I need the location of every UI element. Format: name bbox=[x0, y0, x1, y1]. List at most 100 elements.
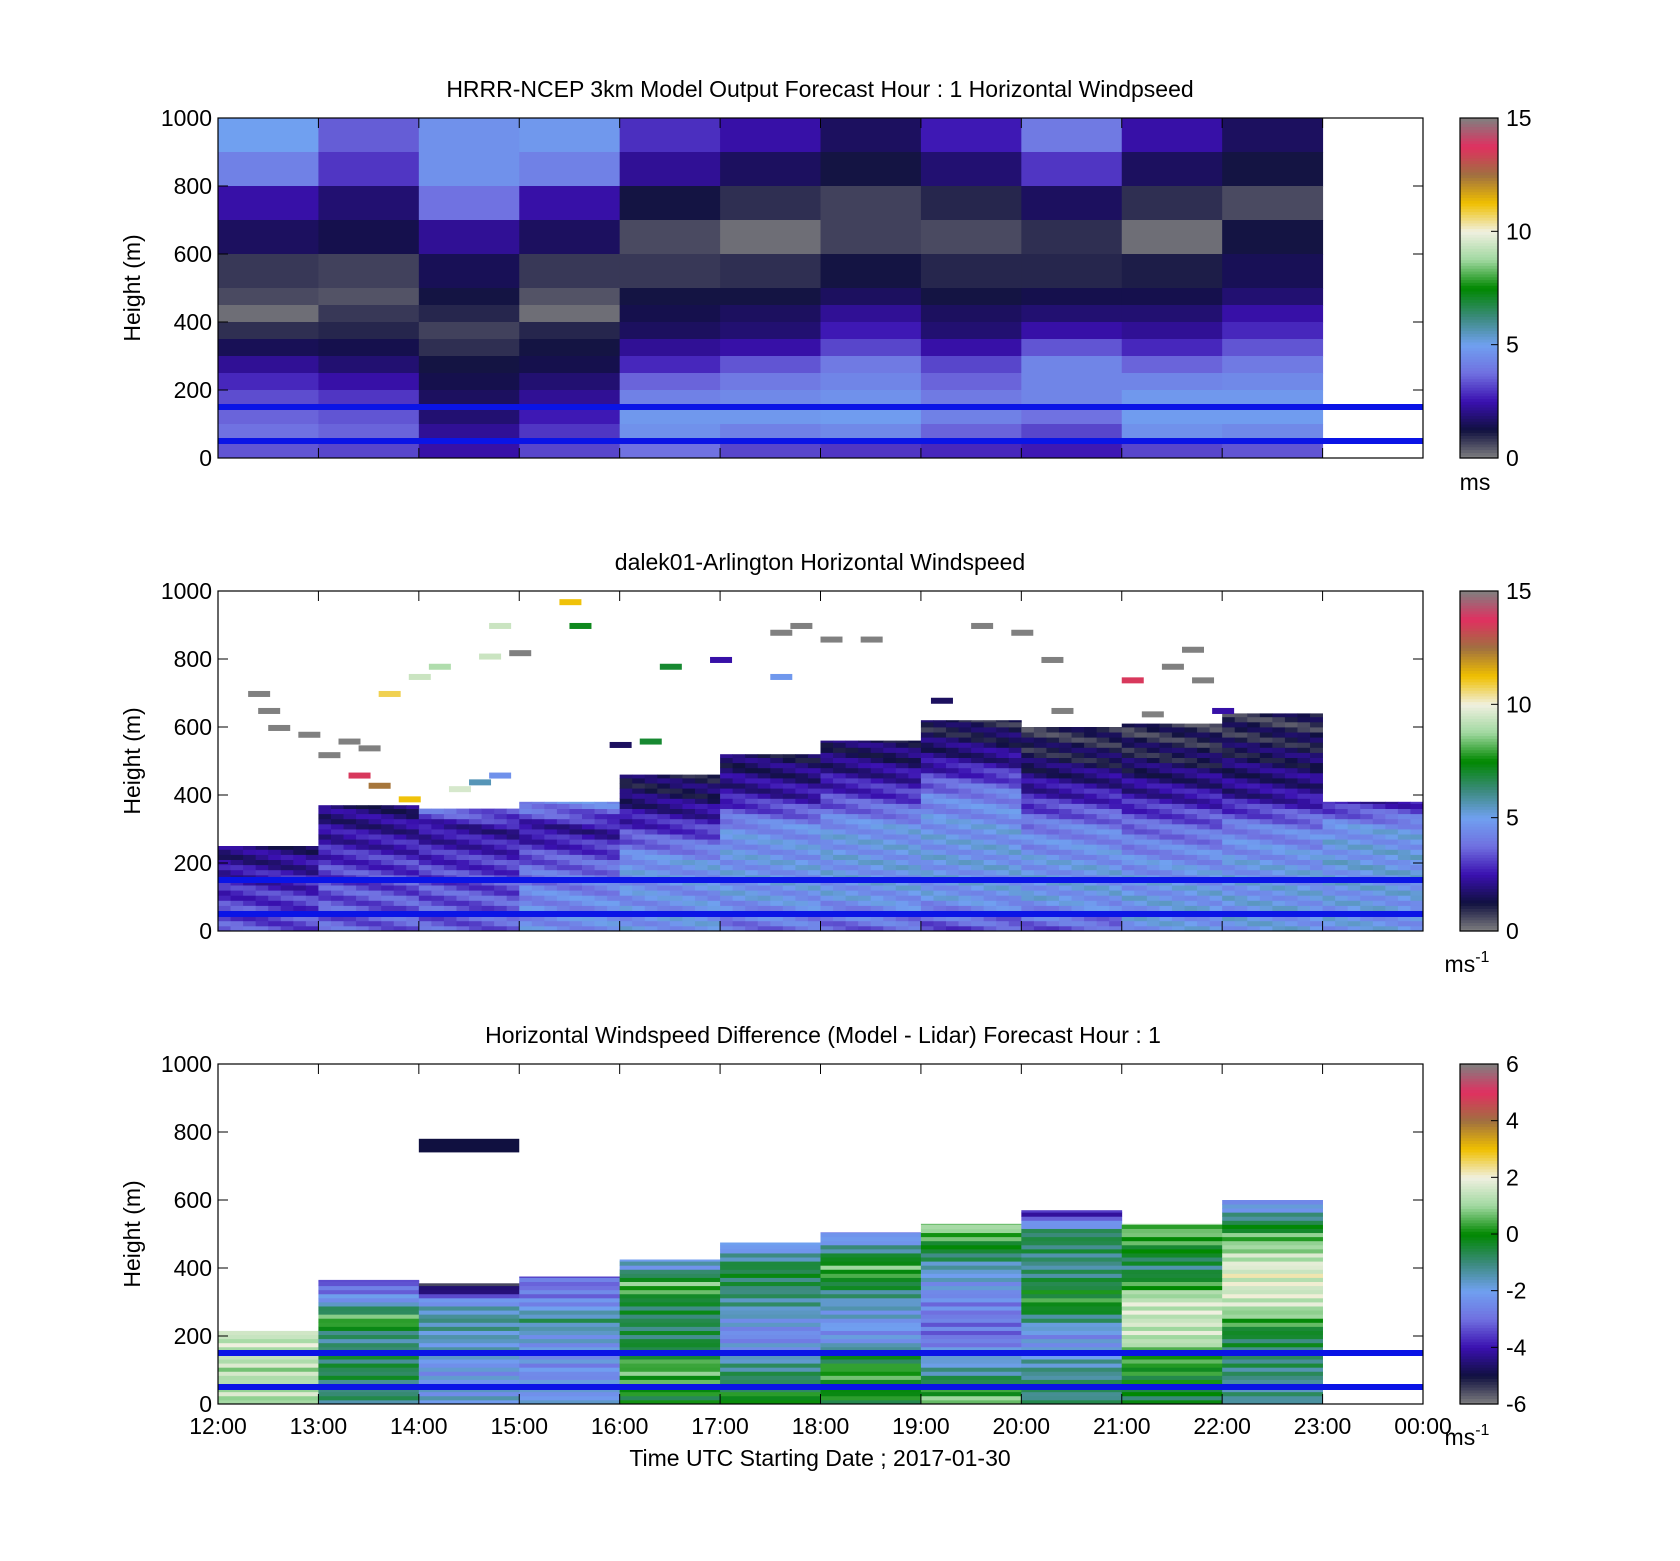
panel-difference: Horizontal Windspeed Difference (Model -… bbox=[119, 1022, 1527, 1471]
heatmap-cell bbox=[1021, 767, 1035, 774]
heatmap-cell bbox=[669, 895, 683, 901]
heatmap-cell bbox=[1008, 727, 1022, 733]
heatmap-cell bbox=[1259, 767, 1273, 774]
heatmap-cell bbox=[1209, 849, 1223, 855]
heatmap-cell bbox=[418, 834, 432, 840]
heatmap-cell bbox=[644, 895, 658, 901]
heatmap-cell bbox=[958, 925, 972, 931]
colorbar-segment bbox=[1460, 622, 1498, 626]
heatmap-cell bbox=[381, 823, 395, 830]
heatmap-cell bbox=[820, 1363, 922, 1368]
colorbar-segment bbox=[1460, 1092, 1498, 1096]
heatmap-cell bbox=[858, 762, 872, 769]
heatmap-cell bbox=[1209, 798, 1223, 804]
heatmap-cell bbox=[694, 793, 708, 799]
heatmap-cell bbox=[757, 757, 771, 764]
heatmap-cell bbox=[920, 1399, 1022, 1404]
heatmap-cell bbox=[556, 895, 570, 901]
heatmap-cell bbox=[971, 720, 985, 723]
heatmap-cell bbox=[607, 844, 621, 850]
heatmap-cell bbox=[694, 813, 708, 820]
scattered-return bbox=[448, 786, 471, 793]
heatmap-cell bbox=[1021, 1216, 1123, 1221]
heatmap-cell bbox=[531, 844, 545, 850]
colorbar-segment bbox=[1460, 1146, 1498, 1150]
heatmap-cell bbox=[443, 813, 457, 820]
heatmap-cell bbox=[1259, 920, 1273, 927]
heatmap-cell bbox=[218, 407, 319, 425]
colorbar-segment bbox=[1460, 1358, 1498, 1363]
heatmap-cell bbox=[858, 788, 872, 794]
heatmap-cell bbox=[1096, 798, 1110, 804]
heatmap-cell bbox=[1310, 732, 1323, 738]
heatmap-cell bbox=[644, 849, 658, 855]
heatmap-cell bbox=[607, 829, 621, 835]
heatmap-cell bbox=[946, 885, 959, 891]
heatmap-cell bbox=[506, 839, 520, 845]
heatmap-cell bbox=[556, 854, 570, 860]
heatmap-cell bbox=[820, 1257, 922, 1262]
heatmap-cell bbox=[1222, 1318, 1323, 1323]
heatmap-cell bbox=[694, 823, 708, 830]
heatmap-cell bbox=[845, 803, 859, 809]
heatmap-cell bbox=[1134, 793, 1148, 799]
heatmap-cell bbox=[1222, 1240, 1323, 1246]
heatmap-cell bbox=[582, 839, 595, 845]
heatmap-cell bbox=[770, 869, 784, 876]
heatmap-cell bbox=[330, 905, 344, 911]
heatmap-cell bbox=[745, 854, 759, 860]
heatmap-cell bbox=[356, 839, 370, 845]
heatmap-cell bbox=[782, 813, 796, 820]
heatmap-cell bbox=[1222, 793, 1236, 799]
heatmap-cell bbox=[556, 801, 570, 804]
heatmap-cell bbox=[971, 900, 985, 906]
colorbar-segment bbox=[1460, 1370, 1498, 1374]
heatmap-cell bbox=[556, 844, 570, 850]
heatmap-cell bbox=[1197, 895, 1211, 901]
heatmap-cell bbox=[1272, 859, 1286, 866]
heatmap-cell bbox=[1033, 834, 1047, 840]
heatmap-cell bbox=[707, 895, 721, 901]
heatmap-cell bbox=[707, 859, 721, 866]
heatmap-cell bbox=[1159, 808, 1173, 815]
heatmap-cell bbox=[694, 783, 708, 789]
heatmap-cell bbox=[1121, 767, 1135, 774]
heatmap-cell bbox=[1121, 783, 1135, 789]
colorbar-segment bbox=[1460, 656, 1498, 660]
heatmap-cell bbox=[418, 220, 520, 255]
heatmap-cell bbox=[682, 915, 696, 922]
heatmap-cell bbox=[807, 885, 821, 891]
heatmap-cell bbox=[770, 920, 784, 927]
heatmap-cell bbox=[1347, 859, 1361, 866]
heatmap-cell bbox=[682, 859, 696, 866]
heatmap-cell bbox=[807, 788, 821, 794]
heatmap-cell bbox=[1033, 737, 1047, 743]
heatmap-cell bbox=[368, 854, 382, 860]
heatmap-cell bbox=[1184, 859, 1198, 866]
heatmap-cell bbox=[494, 869, 508, 876]
heatmap-cell bbox=[418, 1318, 520, 1323]
heatmap-cell bbox=[456, 808, 470, 815]
heatmap-cell bbox=[1121, 1338, 1223, 1344]
heatmap-cell bbox=[318, 1326, 420, 1331]
colorbar-segment bbox=[1460, 429, 1498, 434]
heatmap-cell bbox=[519, 1310, 621, 1315]
heatmap-cell bbox=[757, 859, 771, 866]
heatmap-cell bbox=[782, 772, 796, 779]
heatmap-cell bbox=[443, 925, 457, 931]
heatmap-cell bbox=[807, 808, 821, 815]
x-tick-label: 16:00 bbox=[591, 1413, 649, 1439]
heatmap-cell bbox=[883, 905, 897, 911]
heatmap-cell bbox=[1397, 823, 1411, 830]
heatmap-cell bbox=[544, 864, 558, 871]
heatmap-cell bbox=[870, 757, 884, 764]
heatmap-cell bbox=[757, 754, 771, 758]
heatmap-cell bbox=[644, 900, 658, 906]
heatmap-cell bbox=[1284, 767, 1298, 774]
heatmap-cell bbox=[619, 1391, 721, 1397]
heatmap-cell bbox=[795, 834, 809, 840]
heatmap-cell bbox=[920, 390, 1022, 408]
colorbar-segment bbox=[1460, 877, 1498, 881]
heatmap-cell bbox=[807, 895, 821, 901]
heatmap-cell bbox=[1222, 1310, 1323, 1315]
